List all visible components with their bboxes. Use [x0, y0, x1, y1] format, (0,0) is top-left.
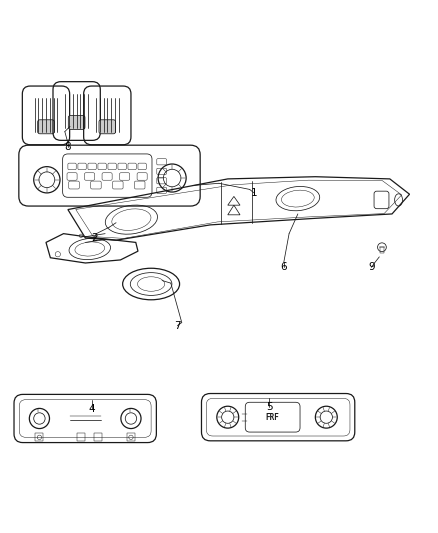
Text: 5: 5 — [266, 402, 273, 411]
Text: FRF: FRF — [266, 413, 279, 422]
Bar — [127, 433, 135, 441]
Bar — [94, 433, 102, 441]
Bar — [380, 247, 384, 253]
Text: 7: 7 — [174, 321, 181, 330]
FancyBboxPatch shape — [38, 120, 54, 134]
Text: 9: 9 — [368, 262, 375, 272]
Bar — [77, 433, 85, 441]
Text: 8: 8 — [64, 142, 71, 152]
Text: 1: 1 — [251, 188, 258, 198]
FancyBboxPatch shape — [68, 115, 85, 130]
Text: 4: 4 — [88, 404, 95, 414]
FancyBboxPatch shape — [99, 120, 116, 134]
Bar — [35, 433, 43, 441]
Text: 2: 2 — [91, 233, 98, 243]
Text: 6: 6 — [280, 262, 287, 272]
